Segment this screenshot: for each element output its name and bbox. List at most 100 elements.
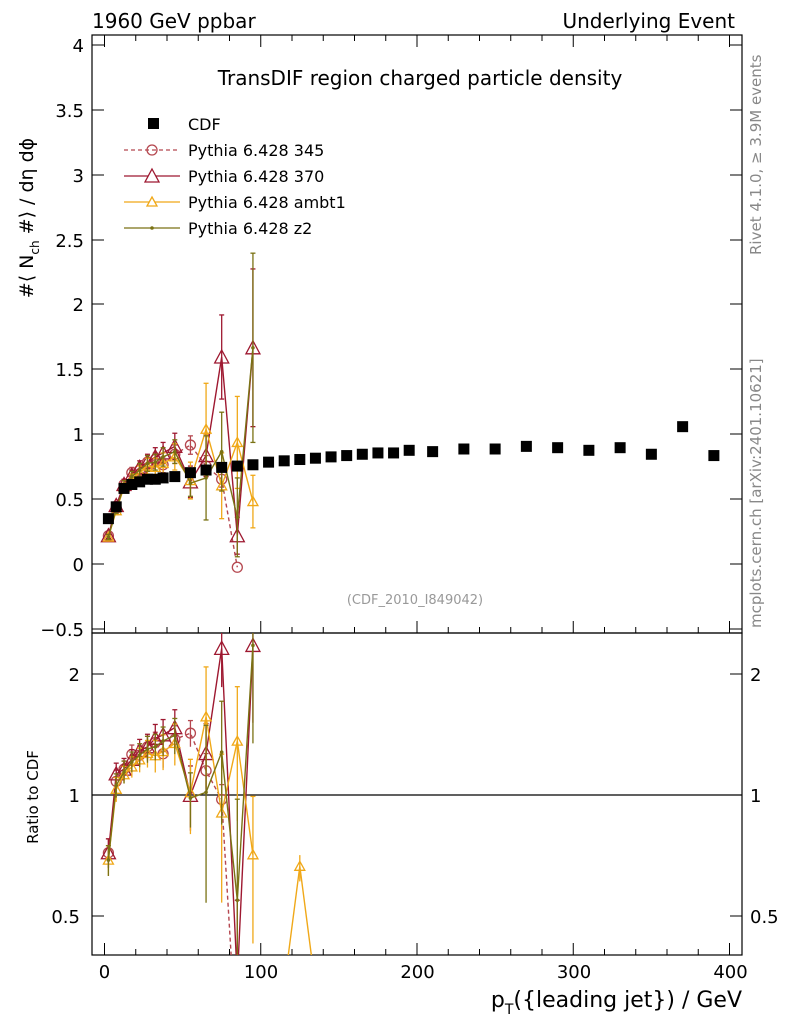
data-point-cdf [341, 450, 353, 462]
ratio-tick-label-right: 0.5 [750, 907, 779, 928]
data-point-cdf [216, 461, 228, 473]
data-point-ambt1 [156, 457, 170, 469]
data-point-cdf [427, 446, 439, 458]
legend-entry-345: Pythia 6.428 345 [124, 141, 324, 160]
data-point-cdf [126, 478, 138, 490]
data-point-z2 [106, 535, 111, 539]
ratio-point-ambt1 [231, 734, 244, 746]
data-point-cdf [520, 440, 532, 452]
data-point-ambt1 [199, 422, 213, 434]
data-point-z2 [161, 455, 165, 459]
data-point-z2 [251, 346, 255, 350]
data-point-cdf [231, 460, 243, 472]
data-point-cdf [134, 476, 146, 488]
chart-title: TransDIF region charged particle density [217, 66, 623, 90]
y-tick-label: 1.5 [55, 360, 84, 381]
legend: CDF Pythia 6.428 345 Pythia 6.428 370 Py… [124, 115, 346, 238]
data-point-cdf [309, 452, 321, 464]
data-point-cdf [403, 444, 415, 456]
legend-label-z2: Pythia 6.428 z2 [188, 219, 312, 238]
x-tick-label: 300 [557, 962, 591, 983]
y-tick: 2.5 [55, 231, 742, 252]
ratio-point-z2 [153, 745, 158, 749]
data-point-cdf [200, 464, 212, 476]
ratio-data-layer [100, 633, 313, 986]
data-point-cdf [552, 442, 564, 454]
data-point-370 [100, 527, 117, 543]
data-point-z2 [188, 481, 193, 485]
y-tick: 3 [73, 166, 742, 187]
ratio-point-z2 [251, 643, 255, 648]
ratio-tick-label-right: 1 [750, 786, 761, 807]
legend-label-370: Pythia 6.428 370 [188, 167, 324, 186]
ratio-y-axis-label: Ratio to CDF [24, 750, 42, 844]
legend-marker-370 [143, 167, 161, 183]
x-ticks: 0 100 200 300 400 [99, 962, 748, 983]
legend-label-cdf: CDF [188, 115, 221, 134]
main-y-ticks: −0.5 0 0.5 1 1.5 2 2.5 3 3.5 4 [40, 36, 742, 641]
y-tick: −0.5 [40, 620, 742, 641]
main-data-layer [100, 252, 720, 573]
y-tick: 1.5 [55, 360, 742, 381]
data-point-z2 [130, 474, 134, 479]
y-tick-label: −0.5 [40, 620, 84, 641]
x-tick-label: 200 [400, 962, 434, 983]
ratio-point-z2 [137, 753, 142, 757]
data-point-cdf [583, 444, 595, 456]
data-point-cdf [118, 482, 130, 494]
header-energy: 1960 GeV ppbar [92, 9, 256, 33]
y-tick: 0 [73, 555, 742, 576]
legend-entry-ambt1: Pythia 6.428 ambt1 [124, 193, 346, 212]
legend-marker-cdf [148, 118, 159, 129]
ratio-tick-label: 0.5 [51, 907, 80, 928]
rivet-info: Rivet 4.1.0, ≥ 3.9M events [747, 54, 765, 255]
ratio-point-ambt1 [199, 710, 213, 722]
data-point-cdf [278, 455, 290, 467]
x-tick: 400 [713, 962, 747, 983]
y-axis-label: #⟨ Nch #⟩ / dη dϕ [16, 138, 42, 298]
data-point-z2 [173, 449, 177, 454]
data-point-cdf [157, 472, 169, 484]
legend-entry-370: Pythia 6.428 370 [124, 167, 324, 186]
ratio-tick-label-right: 2 [750, 665, 761, 686]
data-point-cdf [325, 451, 337, 463]
ratio-point-345 [184, 727, 197, 739]
data-point-cdf [645, 448, 657, 460]
ratio-point-z2 [161, 739, 165, 743]
data-point-cdf [294, 454, 306, 466]
ratio-point-z2 [235, 898, 240, 903]
data-point-cdf [263, 456, 275, 468]
data-point-cdf [110, 501, 122, 513]
y-tick-label: 3 [73, 166, 84, 187]
data-point-cdf [169, 471, 181, 483]
ratio-tick-label: 1 [69, 786, 80, 807]
data-point-cdf [708, 450, 720, 462]
data-point-cdf [356, 448, 368, 460]
data-point-cdf [458, 443, 470, 455]
data-point-cdf [677, 421, 689, 433]
data-point-z2 [219, 449, 224, 454]
y-tick: 3.5 [55, 101, 742, 122]
y-tick-label: 0 [73, 555, 84, 576]
data-point-370 [213, 348, 230, 364]
y-tick: 1 [73, 425, 742, 446]
data-point-cdf [102, 513, 114, 525]
legend-entry-cdf: CDF [148, 115, 221, 134]
x-axis-label: pT({leading jet}) / GeV [491, 988, 742, 1018]
data-point-cdf [489, 443, 501, 455]
data-point-z2 [137, 468, 142, 472]
y-tick-label: 2 [73, 295, 84, 316]
data-point-cdf [149, 473, 161, 485]
ratio-point-z2 [145, 747, 150, 751]
source-info: mcplots.cern.ch [arXiv:2401.10621] [747, 358, 765, 628]
data-point-cdf [614, 442, 626, 454]
data-point-345 [184, 439, 197, 451]
data-point-z2 [235, 515, 240, 520]
ratio-line-ambt1-tail [287, 866, 313, 955]
legend-label-345: Pythia 6.428 345 [188, 141, 324, 160]
ratio-point-z2 [130, 760, 134, 764]
ratio-point-z2 [122, 770, 126, 774]
ratio-point-370 [230, 973, 244, 986]
series-line-z2 [107, 347, 254, 538]
x-tick-label: 100 [244, 962, 278, 983]
